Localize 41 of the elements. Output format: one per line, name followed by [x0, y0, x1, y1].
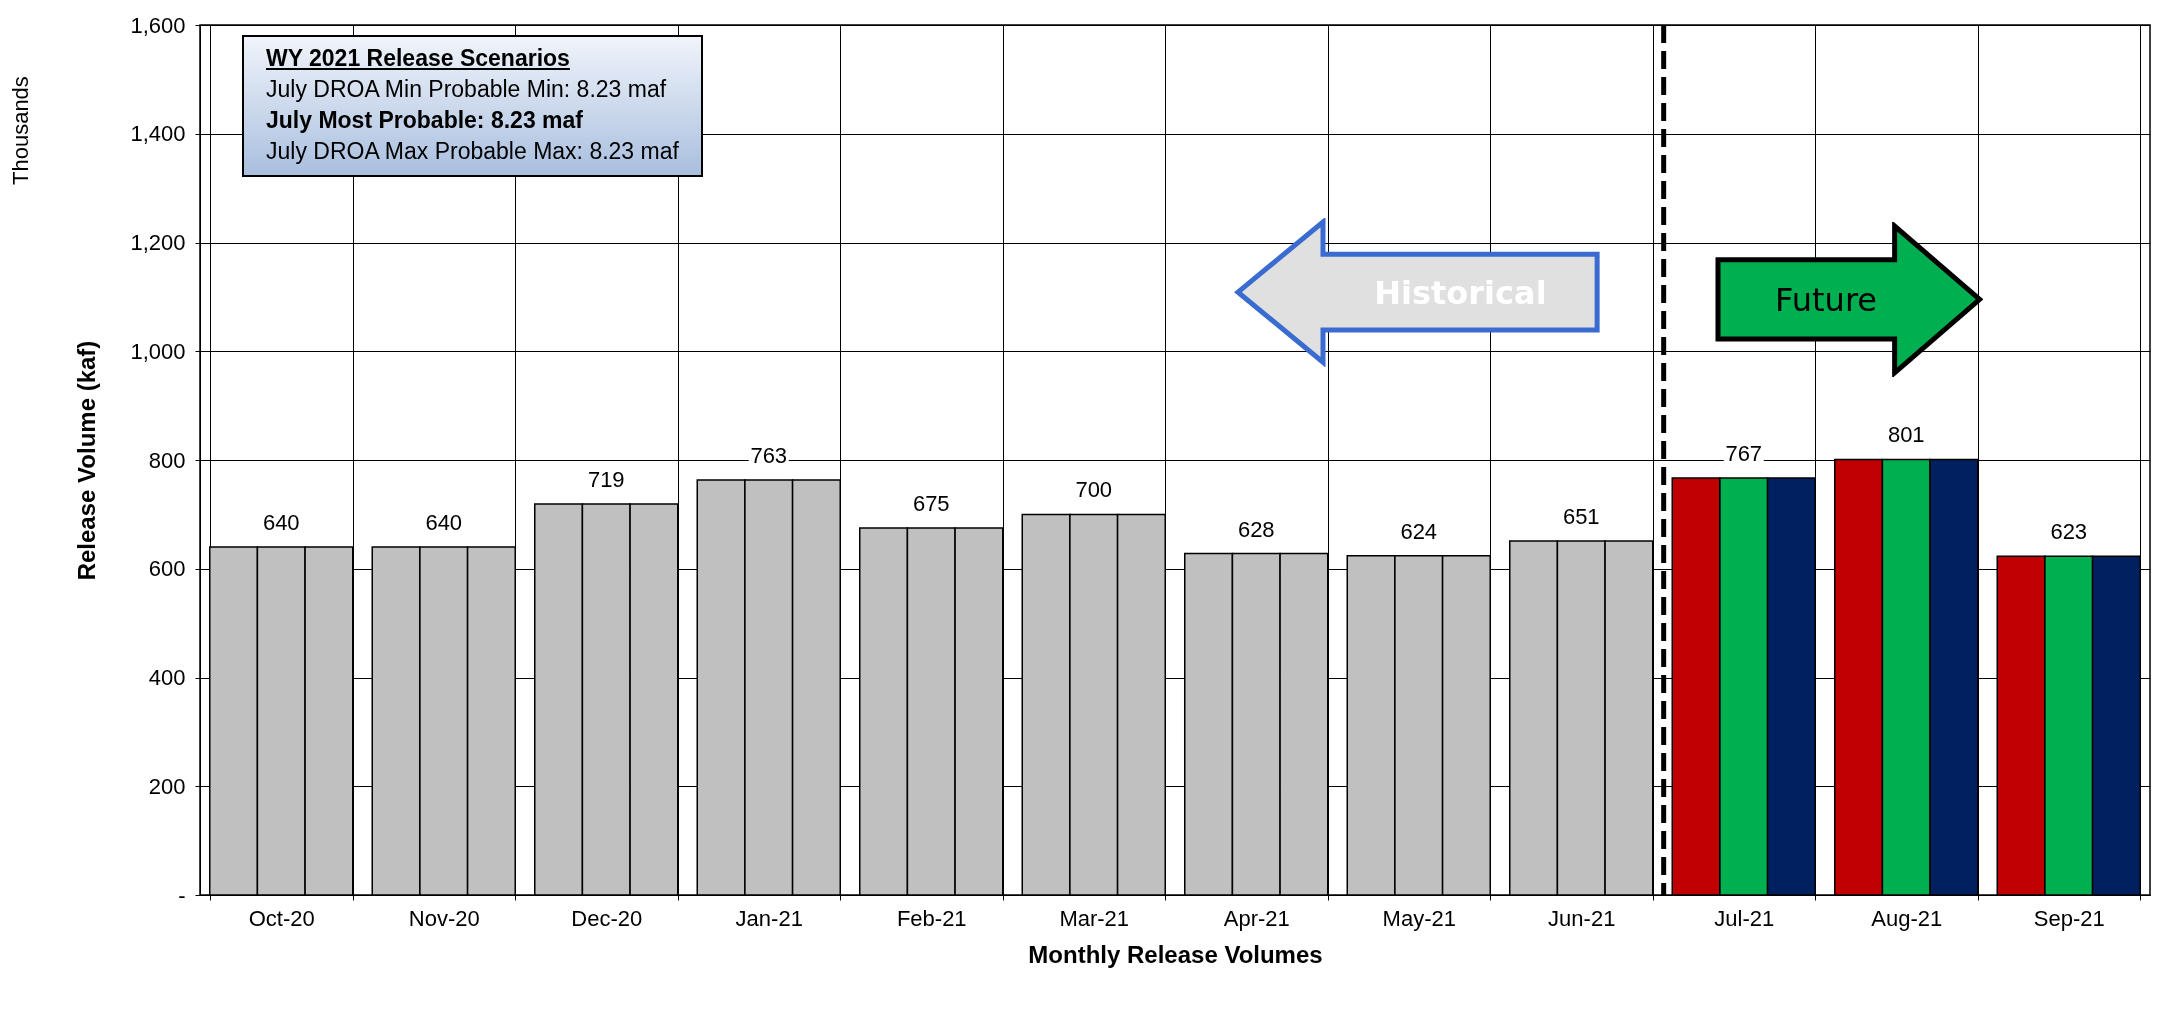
text: Thousands [8, 76, 34, 185]
data-label: 651 [1562, 504, 1600, 530]
data-label: 624 [1400, 518, 1438, 544]
data-label: 640 [425, 510, 463, 535]
x-tick-label: Feb-21 [896, 905, 967, 931]
x-tick-label: Jan-21 [735, 905, 803, 931]
x-axis-title: Monthly Release Volumes [1028, 940, 1323, 968]
x-tick-label: Nov-20 [408, 905, 480, 931]
annotation: July DROA Max Probable Max: 8.23 maf [266, 137, 679, 166]
x-tick-label: Oct-20 [248, 905, 315, 931]
data-label: 700 [1075, 477, 1113, 503]
y-tick-label: 1,400 [130, 121, 186, 147]
x-tick-label: Sep-21 [2033, 905, 2105, 931]
data-label: 763 [750, 443, 788, 469]
x-tick-label: Aug-21 [1871, 905, 1943, 931]
y-tick-label: 1,600 [130, 12, 186, 38]
x-tick-label: May-21 [1382, 905, 1456, 931]
y-tick-label: 200 [148, 773, 186, 799]
data-label: 623 [2050, 519, 2088, 545]
x-tick-label: Dec-20 [571, 905, 643, 931]
x-tick-label: Mar-21 [1059, 905, 1130, 931]
y-tick-label: - [178, 882, 186, 908]
y-tick-label: 1,200 [130, 230, 186, 255]
data-label: 719 [587, 467, 625, 493]
y-tick-label: 400 [148, 665, 186, 690]
x-tick-label: Apr-21 [1223, 905, 1290, 931]
y-axis-title: Release Volume (kaf) [73, 340, 101, 581]
annotation: July DROA Min Probable Min: 8.23 maf [266, 75, 668, 104]
x-tick-label: Jun-21 [1548, 905, 1616, 931]
data-label: 675 [912, 490, 950, 516]
data-label: 767 [1725, 440, 1763, 466]
x-tick-label: Jul-21 [1714, 905, 1775, 931]
y-tick-label: 600 [148, 556, 186, 582]
data-label: 640 [262, 510, 300, 535]
annotation: Future [1774, 279, 1878, 320]
y-tick-label: 800 [148, 447, 186, 473]
data-label: 628 [1237, 516, 1275, 542]
y-tick-label: 1,000 [130, 338, 186, 364]
data-label: 801 [1887, 422, 1925, 448]
annotation: July Most Probable: 8.23 maf [266, 106, 584, 135]
annotation: WY 2021 Release Scenarios [266, 44, 571, 73]
